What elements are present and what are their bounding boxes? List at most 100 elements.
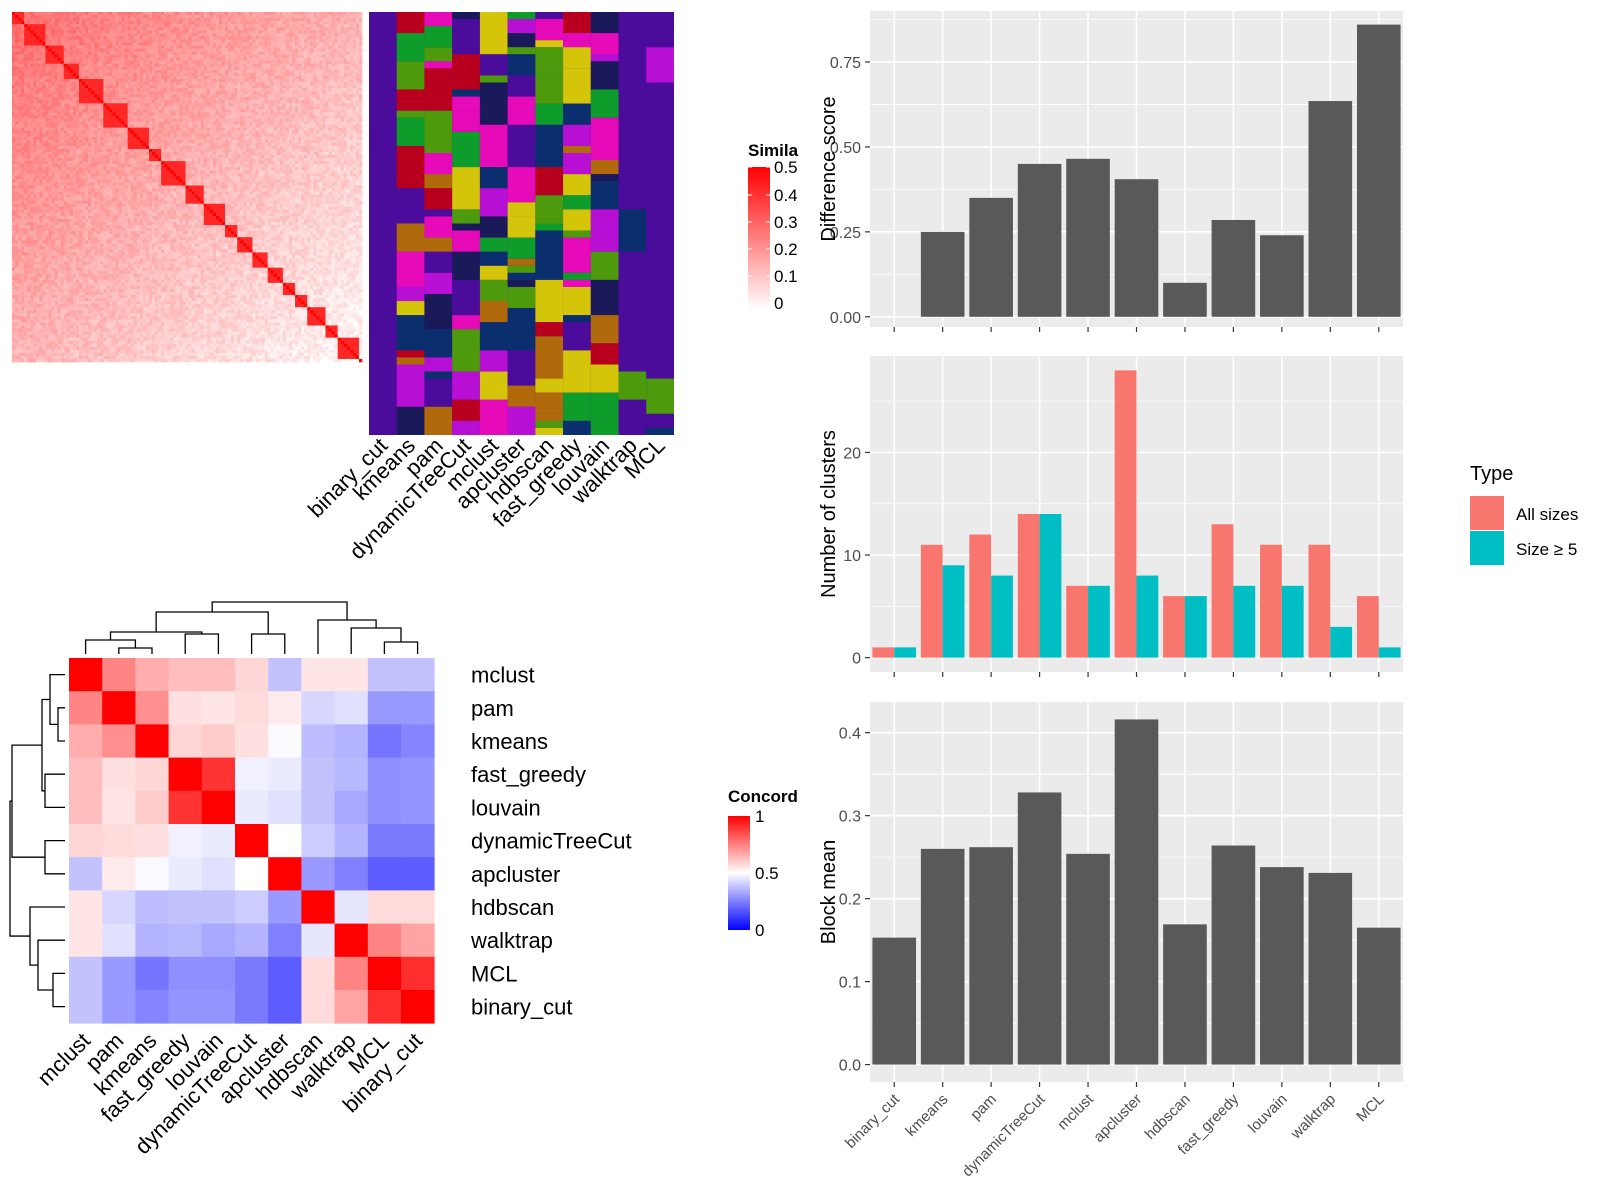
similarity-cell xyxy=(39,27,43,31)
similarity-cell xyxy=(78,115,83,119)
similarity-cell xyxy=(222,78,226,83)
similarity-cell xyxy=(234,88,238,92)
similarity-cell xyxy=(261,103,265,107)
similarity-cell xyxy=(91,42,95,46)
similarity-cell xyxy=(222,75,226,80)
similarity-cell xyxy=(288,63,293,68)
similarity-cell xyxy=(340,15,345,19)
similarity-cell xyxy=(215,72,220,77)
similarity-cell xyxy=(12,124,16,128)
similarity-cell xyxy=(148,91,153,95)
similarity-cell xyxy=(109,27,113,31)
similarity-cell xyxy=(33,66,37,71)
similarity-cell xyxy=(179,60,183,65)
similarity-cell xyxy=(258,15,262,19)
similarity-cell xyxy=(222,45,226,49)
similarity-cell xyxy=(319,118,323,122)
similarity-cell xyxy=(355,12,360,16)
similarity-cell xyxy=(36,36,40,40)
similarity-cell xyxy=(21,124,25,128)
similarity-cell xyxy=(18,36,22,40)
similarity-cell xyxy=(15,130,19,135)
similarity-cell xyxy=(148,45,153,49)
similarity-cell xyxy=(212,15,217,19)
similarity-cell xyxy=(231,42,235,46)
similarity-cell xyxy=(206,42,211,46)
similarity-cell xyxy=(139,136,144,141)
similarity-cell xyxy=(285,136,290,141)
similarity-cell xyxy=(240,100,244,104)
similarity-cell xyxy=(33,33,37,37)
similarity-cell xyxy=(54,82,58,86)
similarity-cell xyxy=(60,57,65,61)
similarity-cell xyxy=(328,118,332,122)
similarity-cell xyxy=(78,88,83,92)
similarity-cell xyxy=(66,82,71,86)
similarity-cell xyxy=(249,24,253,28)
similarity-cell xyxy=(316,57,320,61)
similarity-cell xyxy=(349,94,354,98)
similarity-cell xyxy=(222,42,226,46)
similarity-cell xyxy=(164,127,168,131)
similarity-cell xyxy=(72,127,77,131)
similarity-cell xyxy=(148,112,153,116)
similarity-cell xyxy=(234,94,238,98)
similarity-cell xyxy=(298,66,302,71)
similarity-cell xyxy=(295,39,299,43)
similarity-cell xyxy=(27,100,31,104)
similarity-cell xyxy=(133,88,138,92)
similarity-cell xyxy=(94,124,98,128)
similarity-cell xyxy=(334,78,338,83)
similarity-cell xyxy=(112,118,116,122)
similarity-cell xyxy=(355,15,360,19)
similarity-cell xyxy=(88,142,92,147)
similarity-cell xyxy=(322,112,326,116)
similarity-cell xyxy=(130,24,135,28)
similarity-cell xyxy=(282,109,287,113)
similarity-cell xyxy=(340,133,345,138)
similarity-cell xyxy=(228,30,232,34)
similarity-cell xyxy=(30,72,34,77)
similarity-cell xyxy=(325,115,329,119)
similarity-cell xyxy=(39,75,43,80)
similarity-cell xyxy=(246,112,250,116)
similarity-cell xyxy=(106,127,110,131)
similarity-cell xyxy=(115,85,119,89)
similarity-cell xyxy=(231,60,235,65)
similarity-cell xyxy=(54,142,58,147)
similarity-cell xyxy=(167,66,171,71)
similarity-cell xyxy=(112,45,116,49)
similarity-cell xyxy=(148,69,153,74)
similarity-cell xyxy=(270,124,275,128)
similarity-cell xyxy=(243,94,247,98)
similarity-cell xyxy=(203,100,208,104)
similarity-cell xyxy=(106,118,110,122)
similarity-cell xyxy=(237,82,241,86)
similarity-cell xyxy=(182,51,186,55)
similarity-cell xyxy=(319,33,323,37)
similarity-cell xyxy=(298,82,302,86)
similarity-cell xyxy=(69,97,74,101)
similarity-cell xyxy=(188,72,192,77)
similarity-cell xyxy=(316,106,320,110)
similarity-cell xyxy=(249,97,253,101)
similarity-cell xyxy=(285,45,290,49)
similarity-cell xyxy=(39,63,43,68)
similarity-cell xyxy=(200,82,205,86)
similarity-cell xyxy=(155,124,159,128)
similarity-cell xyxy=(203,103,208,107)
similarity-cell xyxy=(121,21,125,25)
similarity-cell xyxy=(142,60,147,65)
similarity-cell xyxy=(155,39,159,43)
similarity-cell xyxy=(57,112,61,116)
similarity-cell xyxy=(148,136,153,141)
similarity-cell xyxy=(225,60,229,65)
similarity-cell xyxy=(42,139,46,144)
similarity-cell xyxy=(194,42,198,46)
similarity-cell xyxy=(225,27,229,31)
similarity-cell xyxy=(167,42,171,46)
similarity-cell xyxy=(197,30,201,34)
similarity-cell xyxy=(261,133,265,138)
similarity-cell xyxy=(209,75,214,80)
similarity-cell xyxy=(203,82,208,86)
